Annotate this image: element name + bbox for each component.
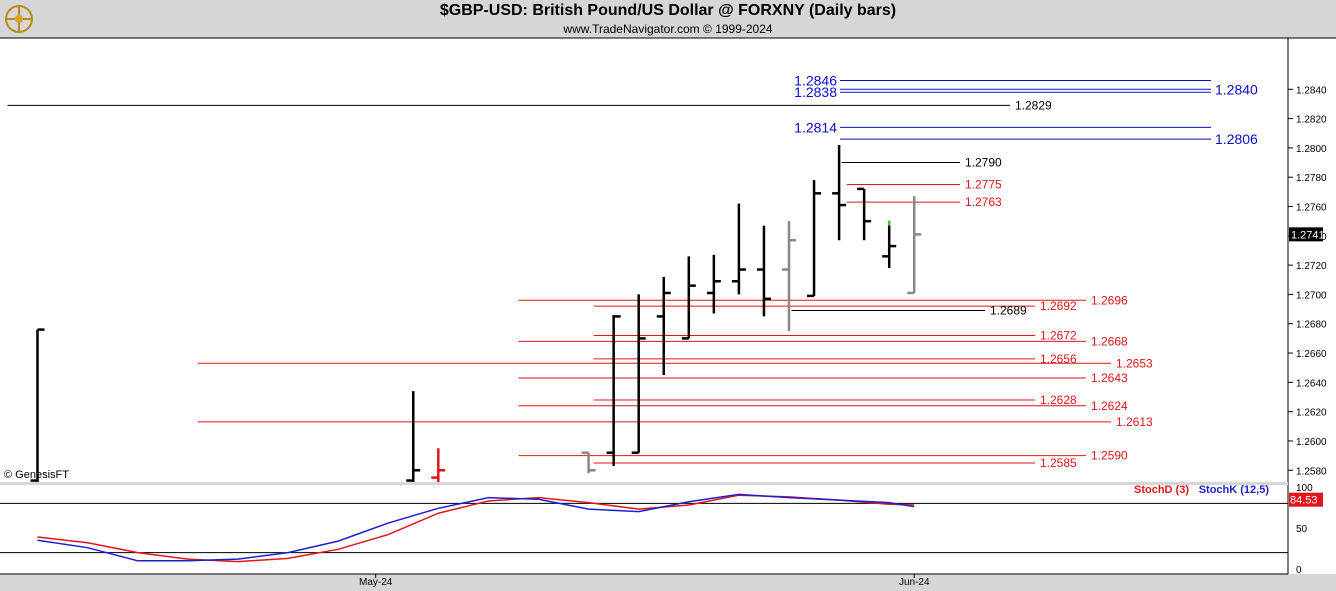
y-tick-label: 1.2840 [1296,85,1327,96]
ohlc-bar [631,294,646,454]
ohlc-bar [882,225,897,269]
ohlc-bar [431,448,446,482]
support-level-label: 1.2672 [1040,328,1077,342]
target-level-label: 1.2838 [794,84,837,100]
support-level-label: 1.2590 [1091,449,1128,463]
ohlc-bar [656,276,671,376]
last-price-label: 1.2741 [1291,229,1325,241]
osc-tick-label: 100 [1296,483,1313,494]
ohlc-bar [406,391,421,482]
support-level-label: 1.2585 [1040,456,1077,470]
y-tick-label: 1.2800 [1296,144,1327,155]
support-level-label: 1.2696 [1091,293,1128,307]
y-tick-label: 1.2600 [1296,437,1327,448]
ohlc-bar [681,256,696,340]
stoch-series-line [37,494,915,563]
x-tick-label: May-24 [359,577,393,588]
osc-last-tag [1289,492,1323,507]
y-tick-label: 1.2720 [1296,261,1327,272]
support-level-label: 1.2628 [1040,393,1077,407]
ohlc-bar [581,451,596,474]
stoch-series-line [37,493,915,562]
support-level-label: 1.2613 [1116,415,1153,429]
support-level-label: 1.2653 [1116,356,1153,370]
y-tick-label: 1.2760 [1296,203,1327,214]
ohlc-bar [832,144,847,241]
pane-separator [0,482,1288,485]
ohlc-bar [731,203,746,295]
support-level-label: 1.2624 [1091,399,1128,413]
legend-stochk: StochK (12,5) [1199,484,1270,496]
ohlc-bar [857,187,872,241]
osc-last-label: 84.53 [1290,495,1318,507]
y-tick-label: 1.2820 [1296,115,1327,126]
navigator-logo-icon [5,5,33,33]
target-level-label: 1.2814 [794,119,837,135]
osc-tick-label: 0 [1296,565,1302,576]
ohlc-bar [30,328,45,482]
ohlc-bar [606,314,621,466]
y-tick-label: 1.2700 [1296,290,1327,301]
ohlc-bar [706,254,721,314]
target-level-label: 1.2840 [1215,81,1258,97]
legend-stochd: StochD (3) [1134,484,1189,496]
last-price-tag [1289,227,1323,242]
price-level-label: 1.2829 [1015,98,1052,112]
support-level-label: 1.2775 [965,178,1002,192]
y-tick-label: 1.2680 [1296,320,1327,331]
chart-title: $GBP-USD: British Pound/US Dollar @ FORX… [439,2,897,19]
target-level-label: 1.2806 [1215,131,1258,147]
ohlc-bar [907,196,922,295]
ohlc-bar [782,221,796,332]
y-tick-label: 1.2780 [1296,173,1327,184]
price-level-label: 1.2689 [990,304,1027,318]
chart-frame [0,37,1336,591]
osc-tick-label: 50 [1296,524,1308,535]
y-tick-label: 1.2620 [1296,408,1327,419]
target-level-label: 1.2846 [794,72,837,88]
y-tick-label: 1.2640 [1296,378,1327,389]
support-level-label: 1.2692 [1040,299,1077,313]
y-tick-label: 1.2580 [1296,466,1327,477]
price-level-label: 1.2790 [965,156,1002,170]
support-level-label: 1.2643 [1091,371,1128,385]
date-axis [0,574,1336,591]
chart-header: $GBP-USD: British Pound/US Dollar @ FORX… [0,0,1336,38]
x-tick-label: Jun-24 [899,577,930,588]
support-level-label: 1.2668 [1091,334,1128,348]
y-tick-label: 1.2660 [1296,349,1327,360]
support-level-label: 1.2763 [965,195,1002,209]
support-level-label: 1.2656 [1040,352,1077,366]
copyright-label: © GenesisFT [4,469,69,481]
ohlc-bar [756,225,771,317]
chart-subtitle: www.TradeNavigator.com © 1999-2024 [563,22,773,36]
ohlc-bar [807,180,822,298]
